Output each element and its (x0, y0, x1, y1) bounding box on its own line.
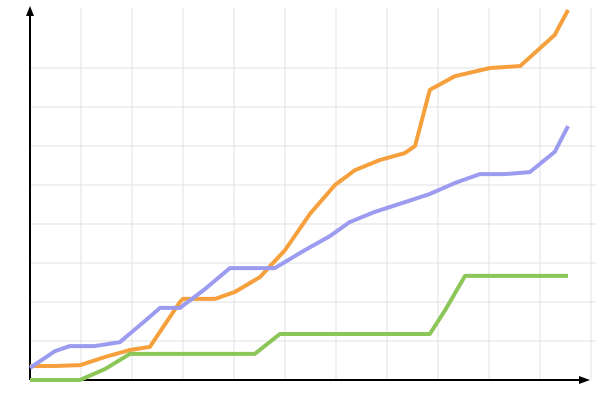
axis-layer (26, 6, 590, 384)
y-axis-arrow (26, 6, 34, 16)
grid-layer (30, 8, 596, 380)
series-line-orange-series (30, 8, 570, 368)
x-axis-arrow (579, 376, 590, 384)
series-line-purple-series (28, 125, 570, 370)
series-layer (28, 8, 570, 382)
series-line-green-series (30, 273, 569, 382)
